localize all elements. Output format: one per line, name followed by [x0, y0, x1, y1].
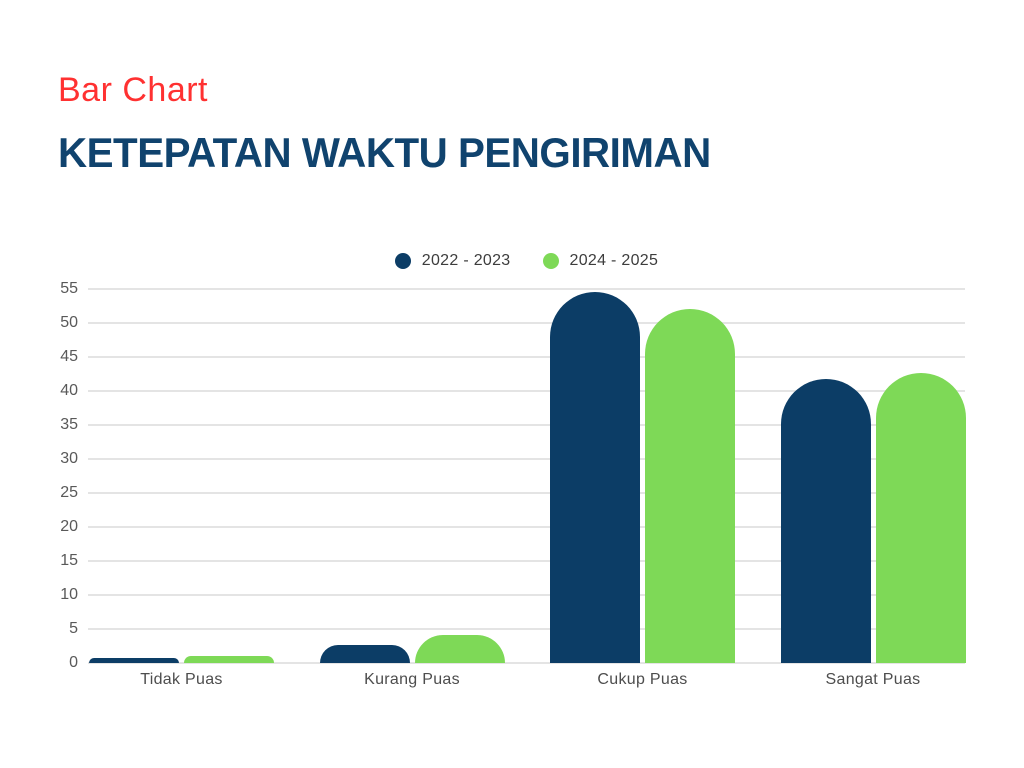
gridline-20: [88, 526, 965, 528]
x-category-label-sangat-puas: Sangat Puas: [825, 671, 921, 688]
gridline-5: [88, 628, 965, 630]
bar-2024-2025-kurang-puas: [414, 635, 505, 663]
bar-2022-2023-cukup-puas: [550, 292, 640, 663]
gridline-35: [88, 424, 965, 426]
y-tick-label-5: 5: [69, 620, 78, 637]
y-tick-label-40: 40: [60, 382, 78, 399]
y-tick-label-10: 10: [60, 586, 78, 603]
y-tick-label-35: 35: [60, 416, 78, 433]
bar-2024-2025-tidak-puas: [184, 655, 274, 663]
y-tick-label-15: 15: [60, 552, 78, 569]
y-tick-label-25: 25: [60, 484, 78, 501]
gridline-30: [88, 458, 965, 460]
gridline-25: [88, 492, 965, 494]
legend-swatch-icon: [394, 253, 411, 269]
y-tick-label-45: 45: [60, 348, 78, 365]
y-tick-label-20: 20: [60, 518, 78, 535]
gridline-10: [88, 594, 965, 596]
x-category-label-cukup-puas: Cukup Puas: [597, 671, 688, 688]
legend: 2022 - 2023 2024 - 2025: [88, 252, 965, 270]
y-tick-label-50: 50: [60, 314, 78, 331]
bar-2024-2025-cukup-puas: [645, 309, 735, 663]
gridline-15: [88, 560, 965, 562]
page-title: KETEPATAN WAKTU PENGIRIMAN: [58, 129, 711, 176]
gridline-45: [88, 356, 965, 358]
legend-item-2024-2025: 2024 - 2025: [542, 252, 659, 270]
legend-item-2022-2023: 2022 - 2023: [394, 252, 511, 270]
y-tick-label-55: 55: [60, 280, 78, 297]
gridline-40: [88, 390, 965, 392]
gridline-0: [88, 662, 965, 664]
legend-swatch-icon: [542, 253, 559, 269]
gridline-50: [88, 322, 965, 324]
x-category-label-kurang-puas: Kurang Puas: [364, 671, 460, 688]
bar-2022-2023-tidak-puas: [89, 657, 179, 663]
bar-2024-2025-sangat-puas: [875, 373, 966, 663]
bar-2022-2023-kurang-puas: [319, 645, 410, 663]
y-tick-label-30: 30: [60, 450, 78, 467]
bar-chart: 0 5 10 15 20 25 30 35 40 45 50 55 Tidak Puas Kurang …: [60, 280, 966, 688]
chart-type-label: Bar Chart: [58, 71, 208, 109]
x-category-label-tidak-puas: Tidak Puas: [140, 671, 223, 688]
gridline-55: [88, 288, 965, 290]
y-tick-label-0: 0: [69, 654, 78, 671]
legend-label: 2024 - 2025: [569, 252, 659, 269]
legend-label: 2022 - 2023: [421, 252, 511, 269]
bar-2022-2023-sangat-puas: [780, 378, 871, 663]
